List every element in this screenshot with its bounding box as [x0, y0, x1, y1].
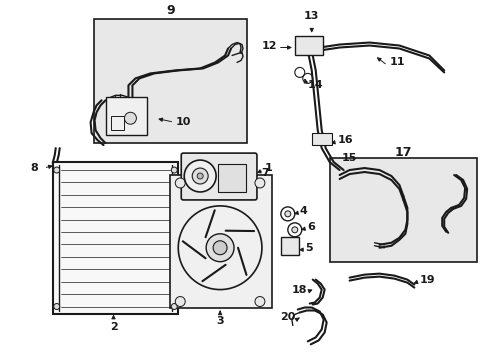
Text: 2: 2 — [109, 323, 117, 332]
Text: 4: 4 — [299, 206, 307, 216]
Text: 10: 10 — [175, 117, 190, 127]
FancyBboxPatch shape — [181, 153, 256, 200]
Bar — [110, 116, 124, 130]
Text: 7: 7 — [261, 168, 268, 178]
Bar — [170, 175, 271, 307]
Bar — [53, 162, 178, 315]
Text: 20: 20 — [280, 312, 295, 323]
Text: 3: 3 — [216, 316, 224, 327]
Text: 17: 17 — [394, 145, 411, 159]
Circle shape — [291, 227, 297, 233]
Text: 8: 8 — [31, 163, 39, 173]
Text: 18: 18 — [291, 284, 306, 294]
Circle shape — [54, 167, 60, 173]
Text: 13: 13 — [304, 11, 319, 21]
Text: 14: 14 — [307, 80, 323, 90]
Text: 5: 5 — [304, 243, 312, 253]
Text: 19: 19 — [419, 275, 434, 285]
Bar — [311, 133, 331, 145]
Circle shape — [175, 178, 185, 188]
Bar — [93, 19, 246, 143]
Circle shape — [124, 112, 136, 124]
Text: 6: 6 — [306, 222, 314, 232]
Text: 15: 15 — [341, 153, 356, 163]
Bar — [280, 237, 298, 255]
Circle shape — [171, 303, 177, 310]
Bar — [105, 97, 147, 135]
Circle shape — [54, 303, 60, 310]
Circle shape — [206, 234, 234, 262]
Circle shape — [254, 178, 264, 188]
Circle shape — [254, 297, 264, 306]
Text: 9: 9 — [165, 4, 174, 17]
Circle shape — [285, 211, 290, 217]
Bar — [294, 36, 322, 55]
Text: 16: 16 — [337, 135, 352, 145]
Circle shape — [213, 241, 226, 255]
Circle shape — [197, 173, 203, 179]
Circle shape — [184, 160, 216, 192]
Text: 12: 12 — [261, 41, 276, 50]
Bar — [329, 158, 476, 262]
Bar — [218, 164, 245, 192]
Text: 11: 11 — [388, 58, 404, 67]
Text: 1: 1 — [264, 163, 272, 173]
Circle shape — [175, 297, 185, 306]
Circle shape — [171, 167, 177, 173]
Circle shape — [192, 168, 208, 184]
